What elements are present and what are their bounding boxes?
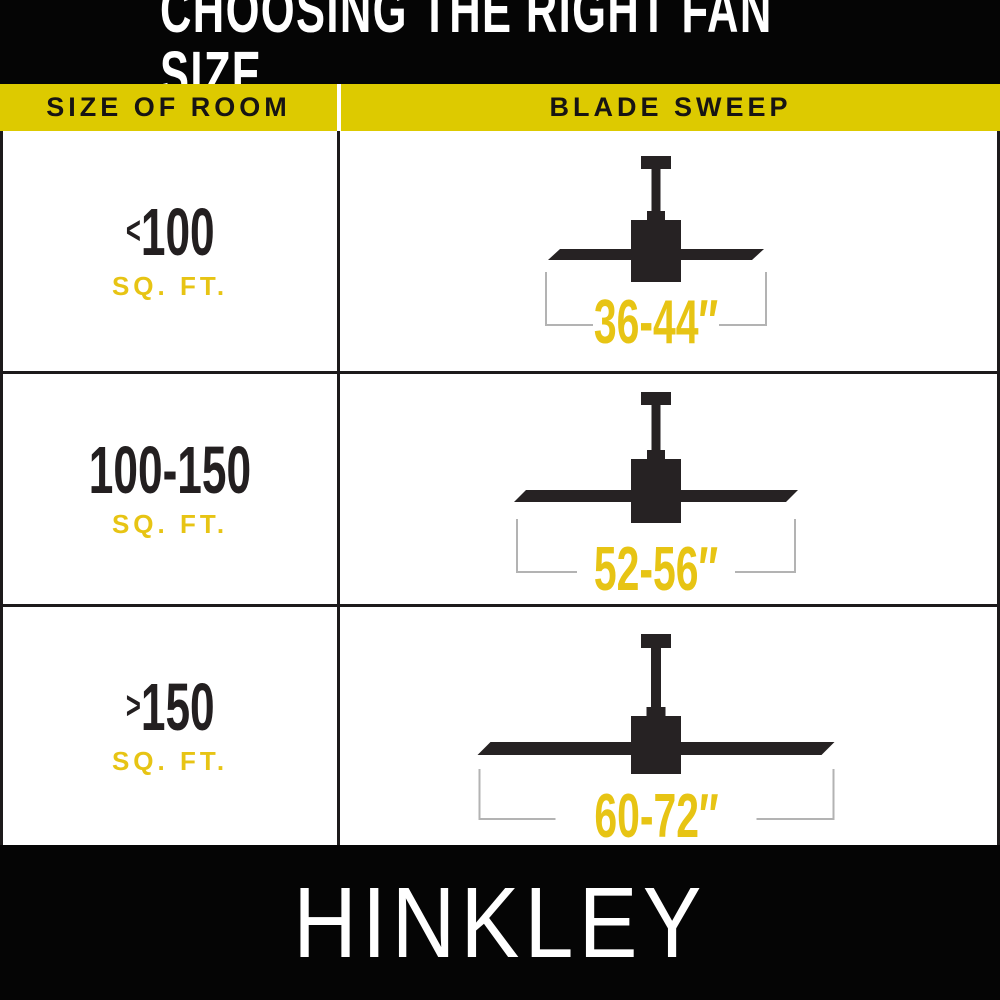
page-title: CHOOSING THE RIGHT FAN SIZE: [160, 0, 773, 110]
room-size-value: 100-150: [88, 433, 252, 509]
row-divider-2: [0, 604, 1000, 607]
blade-sweep-range: 52-56″: [593, 534, 719, 604]
blade-sweep-cell: 52-56″: [340, 374, 997, 604]
column-header-band: SIZE OF ROOM BLADE SWEEP: [0, 84, 1000, 131]
room-size-cell: 100-150 SQ. FT.: [3, 374, 337, 604]
room-size-value: >150: [125, 670, 215, 746]
measurement-bracket: 52-56″: [516, 519, 796, 600]
title-bar: CHOOSING THE RIGHT FAN SIZE: [0, 0, 1000, 106]
measurement-bracket: 60-72″: [478, 769, 834, 847]
greater-than-sign: >: [125, 684, 141, 728]
table-row: 100-150 SQ. FT. 52-56″: [0, 374, 1000, 604]
table-left-border: [0, 131, 3, 845]
table-vertical-divider: [337, 131, 340, 845]
table-row: >150 SQ. FT. 60-72″: [0, 607, 1000, 847]
fan-illustration-stack: 52-56″: [514, 392, 798, 600]
fan-illustration-stack: 60-72″: [477, 634, 835, 847]
blade-sweep-cell: 60-72″: [340, 607, 997, 847]
ceiling-fan-icon: [514, 392, 798, 523]
room-size-cell: <100 SQ. FT.: [3, 131, 337, 371]
row-divider-1: [0, 371, 1000, 374]
footer-bar: HINKLEY: [0, 845, 1000, 1000]
less-than-sign: <: [125, 209, 141, 253]
room-size-value: <100: [125, 195, 215, 271]
room-size-unit: SQ. FT.: [111, 745, 229, 776]
column-divider-white: [337, 84, 341, 131]
blade-sweep-range: 36-44″: [593, 287, 719, 357]
column-header-size-of-room: SIZE OF ROOM: [46, 92, 291, 122]
ceiling-fan-icon: [548, 156, 764, 282]
fan-illustration-stack: 36-44″: [545, 156, 768, 353]
measurement-bracket: 36-44″: [545, 272, 768, 353]
room-size-unit: SQ. FT.: [111, 270, 229, 301]
room-size-cell: >150 SQ. FT.: [3, 607, 337, 845]
table-right-border: [997, 131, 1000, 845]
brand-logo: HINKLEY: [293, 866, 707, 979]
blade-sweep-cell: 36-44″: [340, 131, 997, 371]
blade-sweep-range: 60-72″: [593, 781, 719, 851]
ceiling-fan-icon: [477, 634, 835, 774]
room-size-unit: SQ. FT.: [111, 508, 229, 539]
column-header-blade-sweep: BLADE SWEEP: [549, 92, 792, 122]
table-row: <100 SQ. FT. 36-44″: [0, 131, 1000, 371]
